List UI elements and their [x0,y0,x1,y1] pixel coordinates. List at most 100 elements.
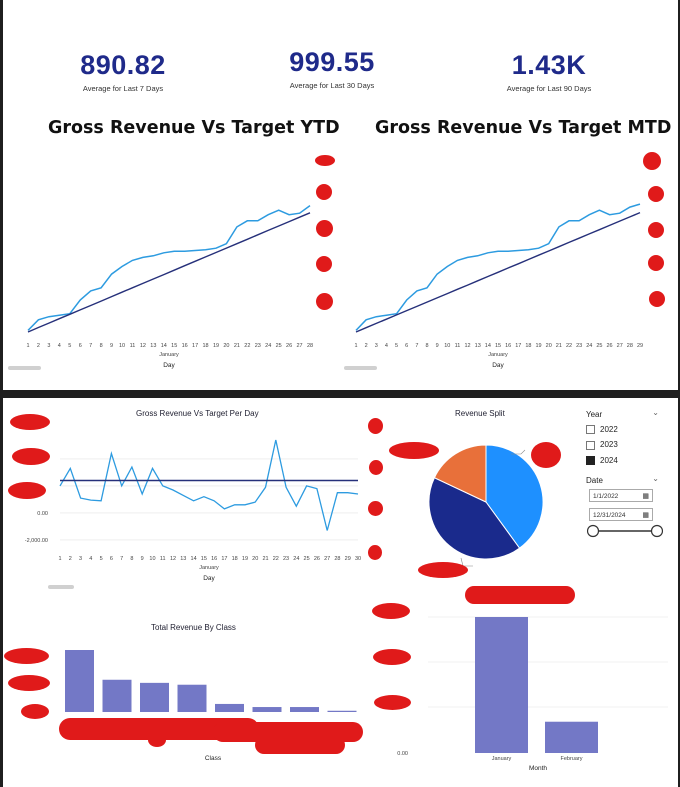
x-tick-label: 21 [262,556,268,562]
target-series-line [355,211,641,333]
x-tick-label: 9 [436,343,439,349]
x-tick-label: 24 [586,343,592,349]
x-tick-label: 30 [355,556,361,562]
checkbox[interactable] [586,440,595,450]
actual-series-line [59,439,359,531]
slider-handle-start[interactable] [587,524,600,538]
redaction-mark [648,222,664,238]
x-tick-label: 2 [365,343,368,349]
kpi-card-7-days[interactable]: 890.82 Average for Last 7 Days [43,50,203,93]
date-range-slider[interactable] [587,524,663,538]
x-tick-label: 12 [170,556,176,562]
year-option-2023[interactable]: 2023 [586,440,661,450]
bar [327,710,357,712]
redaction-mark [389,442,439,459]
kpi-card-90-days[interactable]: 1.43K Average for Last 90 Days [469,50,629,93]
redaction-mark [316,220,333,237]
x-tick-label: 1 [58,556,61,562]
x-tick-label: 5 [68,343,71,349]
kpi-value: 890.82 [80,50,166,80]
revenue-by-class-bar-chart[interactable]: Class [53,638,368,768]
x-tick-label: 15 [171,343,177,349]
x-tick-label: 12 [140,343,146,349]
x-axis-label: Day [492,362,504,369]
bar [215,703,244,712]
x-tick-label: 19 [536,343,542,349]
x-tick-label: 5 [100,556,103,562]
target-series-line [27,212,311,333]
chevron-down-icon[interactable]: ⌄ [652,474,659,483]
x-tick-label: 3 [47,343,50,349]
redaction-mark [255,736,345,754]
x-tick-label: 26 [607,343,613,349]
horizontal-scrollbar[interactable] [344,366,377,370]
x-tick-label: 29 [345,556,351,562]
revenue-split-pie-chart[interactable] [403,438,563,578]
calendar-icon[interactable]: ▦ [642,493,649,500]
date-from-input[interactable]: 1/1/2022 ▦ [589,489,653,502]
kpi-label: Average for Last 7 Days [82,84,164,93]
checkbox-checked[interactable] [586,456,595,466]
x-tick-label: 22 [566,343,572,349]
kpi-value: 1.43K [511,50,587,80]
x-tick-label: 13 [180,556,186,562]
x-tick-label: 28 [627,343,633,349]
x-axis-label: Class [205,755,222,762]
x-tick-label: 1 [26,343,29,349]
x-tick-label: 26 [314,556,320,562]
redaction-mark [316,293,333,310]
x-tick-label: 25 [304,556,310,562]
x-axis-label: Day [163,362,175,369]
year-slicer-title: Year [586,410,603,419]
x-tick-label: 15 [201,556,207,562]
slider-handle-end[interactable] [650,524,663,538]
redaction-mark [4,648,49,664]
x-tick-label: 20 [223,343,229,349]
redaction-mark [465,586,575,604]
year-option-2024[interactable]: 2024 [586,456,661,466]
year-option-2022[interactable]: 2022 [586,425,661,435]
checkbox[interactable] [586,425,595,435]
horizontal-scrollbar[interactable] [48,585,74,589]
revenue-by-month-bar-chart[interactable]: 0.00 January February Month [388,603,678,778]
y-tick-label: 0.00 [397,751,408,757]
ytd-line-chart[interactable]: 1 2 3 4 5 6 7 8 9 10 11 12 13 14 15 16 17 18 19 20 21 22 23 24 2… [15,190,325,370]
redaction-mark [148,733,166,747]
x-axis-sublabel: January [488,352,508,358]
x-tick-label: 27 [324,556,330,562]
bar [252,707,282,712]
kpi-card-30-days[interactable]: 999.55 Average for Last 30 Days [252,47,412,90]
bar [140,682,169,712]
per-day-line-chart[interactable]: 1 2 3 4 5 6 7 8 9 10 11 12 13 14 15 16 17 18 19 20 21 22 23 24 2… [3,426,365,591]
x-tick-label: 10 [444,343,450,349]
chart-title-per-day: Gross Revenue Vs Target Per Day [136,409,259,418]
x-tick-label: 19 [213,343,219,349]
kpi-label: Average for Last 90 Days [506,84,592,93]
mtd-line-chart[interactable]: 1 2 3 4 5 6 7 8 9 10 11 12 13 14 15 16 17 18 19 20 21 22 23 24 2… [343,190,653,370]
redaction-mark [368,501,383,516]
chart-title-revenue-by-class: Total Revenue By Class [151,623,236,632]
x-tick-label: 14 [161,343,167,349]
date-to-input[interactable]: 12/31/2024 ▦ [589,508,653,521]
x-tick-label: 23 [283,556,289,562]
x-tick-label: 19 [242,556,248,562]
x-tick-label: 23 [255,343,261,349]
x-tick-label: 6 [110,556,113,562]
redaction-mark [368,545,382,560]
redaction-mark [648,255,664,271]
x-tick-label: 24 [265,343,271,349]
x-tick-label: 25 [596,343,602,349]
x-tick-label: 16 [505,343,511,349]
x-tick-label: 4 [58,343,61,349]
x-tick-label: January [492,756,512,762]
x-tick-label: 22 [244,343,250,349]
x-axis-label: Month [529,765,547,772]
pie-slice [485,444,544,549]
redaction-mark [418,562,468,578]
date-slicer-header: Date ⌄ [586,474,661,485]
horizontal-scrollbar[interactable] [8,366,41,370]
calendar-icon[interactable]: ▦ [642,512,649,519]
chevron-down-icon[interactable]: ⌄ [652,408,659,417]
x-tick-label: 2 [37,343,40,349]
pie-slice [433,444,487,503]
